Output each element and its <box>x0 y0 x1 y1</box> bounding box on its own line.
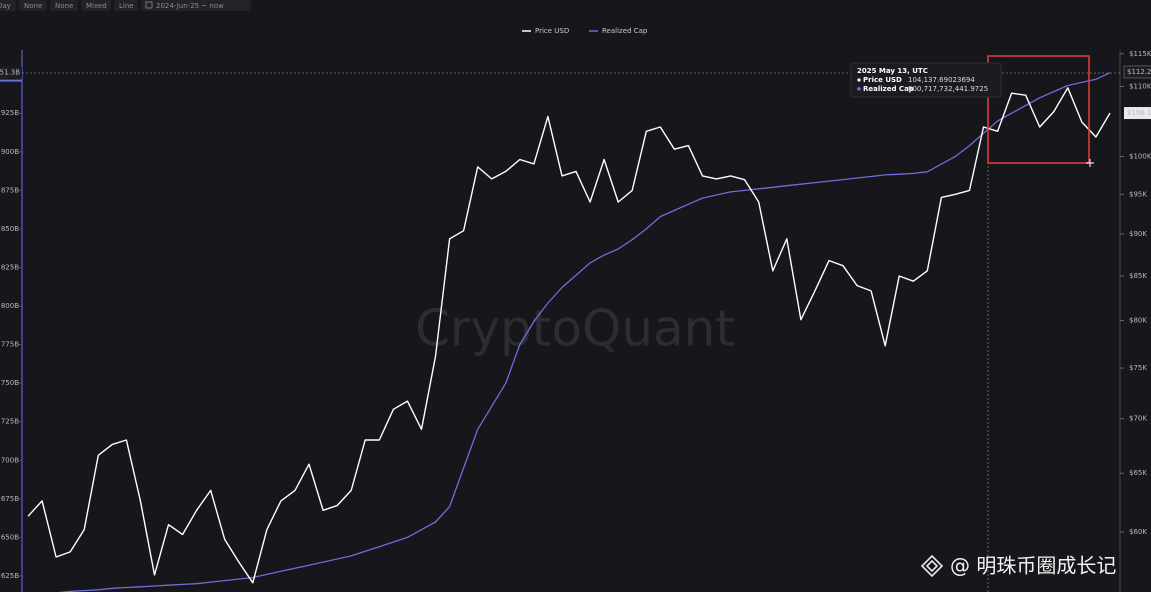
tooltip <box>850 62 1002 98</box>
toolbar-button[interactable] <box>114 0 138 11</box>
credit-logo <box>920 554 944 578</box>
toolbar-button[interactable] <box>50 0 78 11</box>
toolbar-item[interactable]: None <box>24 2 42 10</box>
y2-tick-label: $70K <box>1129 415 1147 423</box>
toolbar-button[interactable] <box>0 0 16 11</box>
y-tick-label: 825B <box>1 263 19 271</box>
tooltip-date: 2025 May 13, UTC <box>857 67 928 75</box>
y2-marker-box <box>1124 107 1151 120</box>
plot-area <box>27 72 1111 592</box>
toolbar-button[interactable] <box>81 0 111 11</box>
tooltip-label: Realized Cap <box>863 85 914 93</box>
y-tick-label: 675B <box>1 495 19 503</box>
y-tick-label: 800B <box>1 302 19 310</box>
tooltip-label: Price USD <box>863 76 902 84</box>
y-tick-label: 850B <box>1 225 19 233</box>
y-tick-label: 925B <box>1 109 19 117</box>
y2-tick-label: $90K <box>1129 230 1147 238</box>
series-line <box>58 72 1111 592</box>
y2-tick-label: $75K <box>1129 364 1147 372</box>
toolbar-item[interactable]: 2024-Jun-25 ~ now <box>156 2 224 10</box>
y-marker-box <box>0 66 22 79</box>
toolbar-item[interactable]: Mixed <box>86 2 107 10</box>
series-line <box>27 87 1111 584</box>
y2-tick-label: $95K <box>1129 190 1147 198</box>
toolbar-button[interactable] <box>19 0 47 11</box>
y2-tick-label: $100K <box>1129 153 1151 161</box>
legend-label: Price USD <box>535 27 569 35</box>
y-marker-label: 951.3B <box>0 69 20 77</box>
highlight-box <box>987 55 1090 164</box>
y2-tick-label: $65K <box>1129 469 1147 477</box>
toolbar-item[interactable]: Line <box>119 2 134 10</box>
y-tick-label: 725B <box>1 418 19 426</box>
y2-tick-label: $110K <box>1129 82 1151 90</box>
watermark: CryptoQuant <box>415 300 735 358</box>
legend-label: Realized Cap <box>602 27 648 35</box>
y-tick-label: 775B <box>1 341 19 349</box>
credit: @ 明珠币圈成长记 <box>950 554 1116 578</box>
toolbar-item[interactable]: None <box>55 2 73 10</box>
y-tick-label: 900B <box>1 148 19 156</box>
y2-tick-label: $115K <box>1129 50 1151 58</box>
tooltip-bullet <box>856 86 862 92</box>
toolbar-button[interactable] <box>141 0 251 11</box>
y-tick-label: 750B <box>1 379 19 387</box>
y2-tick-label: $60K <box>1129 528 1147 536</box>
y2-tick-label: $80K <box>1129 317 1147 325</box>
y-tick-label: 650B <box>1 533 19 541</box>
y2-marker-label: $112.2K <box>1127 68 1151 76</box>
y-tick-label: 875B <box>1 186 19 194</box>
cursor <box>1086 159 1094 167</box>
tooltip-value: 900,717,732,441.9725 <box>908 85 988 93</box>
y2-tick-label: $85K <box>1129 272 1147 280</box>
y-tick-label: 625B <box>1 572 19 580</box>
y2-marker-label: $106.1K <box>1127 109 1151 117</box>
calendar-icon <box>145 1 153 9</box>
tooltip-value: 104,137.69023694 <box>908 76 975 84</box>
y2-marker-box <box>1123 65 1151 79</box>
y-tick-label: 700B <box>1 456 19 464</box>
toolbar-item[interactable]: Day <box>0 2 11 10</box>
tooltip-bullet <box>857 78 861 82</box>
